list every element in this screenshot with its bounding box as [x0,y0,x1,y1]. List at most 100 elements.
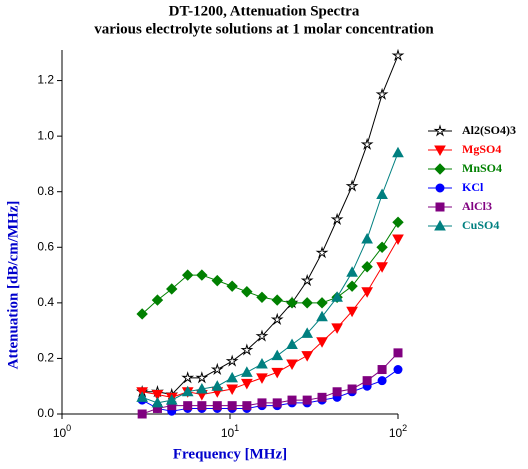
data-point [301,297,313,309]
y-tick-label: 0.0 [37,406,54,420]
x-tick-base: 10 [221,426,235,440]
data-point [362,376,372,386]
data-point [286,338,298,350]
y-tick-label: 0.6 [37,239,54,253]
y-tick-label: 0.4 [37,295,54,309]
data-point [136,391,149,402]
data-point [225,354,239,367]
x-tick-label: 101 [221,423,239,440]
series-line [141,152,399,404]
data-point [151,396,164,408]
x-tick-base: 10 [389,426,403,440]
x-tick-label: 102 [389,423,407,440]
data-point [301,327,314,338]
data-point [197,401,207,411]
data-point [316,297,328,309]
legend-marker [435,183,445,193]
data-point [257,398,267,408]
chart-title: DT-1200, Attenuation Spectra [169,3,360,19]
data-point [301,351,314,362]
data-point [211,274,223,287]
data-point [345,179,359,192]
x-axis-label: Frequency [MHz] [173,446,287,462]
data-point [271,367,284,379]
data-point [181,385,194,397]
data-point [302,395,312,405]
x-tick-label: 100 [53,423,71,440]
data-point [331,291,343,302]
data-point [242,401,252,411]
data-point [361,261,373,273]
x-tick-exponent: 0 [66,423,71,433]
data-point [377,376,387,386]
data-point [256,373,268,384]
y-tick-label: 0.8 [37,184,54,198]
data-point [181,269,194,281]
data-point [181,371,195,384]
series-line [142,55,399,396]
y-tick-label: 0.2 [37,351,54,365]
legend-marker [433,124,447,137]
data-point [392,234,404,245]
data-point [226,371,239,383]
data-point [346,266,358,277]
data-point [211,380,224,391]
y-tick-label: 1.2 [37,73,54,87]
x-tick-exponent: 2 [402,423,407,433]
x-tick-exponent: 1 [234,423,239,433]
data-point [166,283,178,295]
data-point [241,366,253,377]
data-point [241,378,253,390]
data-point [346,280,358,292]
data-point [286,297,298,309]
data-point [137,409,147,419]
legend-marker [434,145,446,157]
data-point [136,308,148,320]
series-line [141,352,399,415]
data-point [241,286,253,298]
data-point [315,246,329,259]
data-point [391,48,405,62]
data-point [286,359,298,371]
y-axis-label: Attenuation [dB/cm/MHz] [5,201,21,370]
data-point [240,343,254,356]
chart-subtitle: various electrolyte solutions at 1 molar… [94,21,434,37]
data-point [360,137,374,150]
data-point [212,401,222,411]
legend-marker [435,202,445,212]
x-tick-base: 10 [53,426,67,440]
legend-label: KCl [462,180,484,194]
data-point [361,287,373,298]
data-point [272,398,282,408]
legend-marker [434,163,446,175]
data-point [271,294,283,306]
legend-label: MgSO4 [462,142,501,156]
data-point [227,401,237,411]
series-line [142,238,399,398]
data-point [376,188,388,199]
data-point [376,262,388,273]
data-point [151,390,164,401]
data-point [256,291,268,304]
data-point [270,312,284,325]
data-point [287,395,297,405]
series-line [141,222,399,315]
data-point [331,323,343,334]
data-point [316,337,328,348]
data-point [317,392,327,402]
legend-label: MnSO4 [462,161,502,175]
data-point [376,241,388,253]
data-point [210,362,224,376]
series-line [141,369,399,412]
y-tick-label: 1.0 [37,128,54,142]
data-point [346,306,358,318]
data-point [332,387,342,397]
data-point [316,310,328,322]
legend-marker [434,219,446,231]
data-point [393,348,403,358]
data-point [256,357,268,369]
data-point [195,371,209,384]
data-point [377,365,387,375]
data-point [183,401,193,411]
data-point [151,294,164,306]
